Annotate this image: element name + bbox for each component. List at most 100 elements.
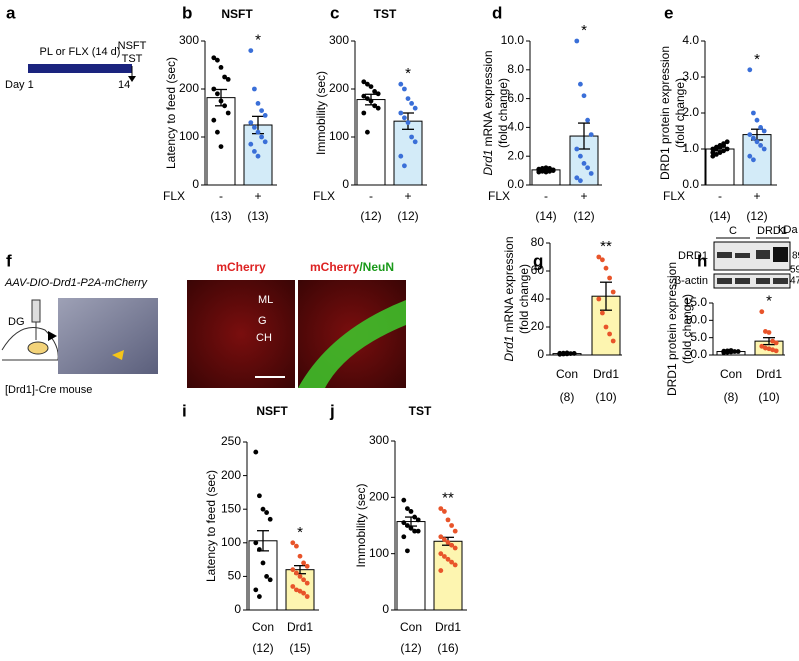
data-point (445, 517, 451, 523)
data-point (728, 348, 734, 353)
y-tick-label: 200 (329, 81, 349, 95)
data-point (260, 560, 266, 566)
chart-title: NSFT (221, 7, 253, 21)
data-point (581, 161, 587, 166)
data-point (578, 153, 583, 159)
panel-letter: e (664, 3, 673, 22)
data-point (294, 570, 299, 576)
data-point (402, 86, 407, 92)
data-point (259, 108, 264, 113)
y-axis-label: (fold change) (496, 78, 510, 148)
panel-letter: c (330, 3, 339, 22)
data-point (361, 79, 367, 85)
y-tick-label: 4.0 (682, 33, 699, 47)
y-tick-label: 3.0 (682, 69, 699, 83)
data-point (452, 545, 458, 551)
data-point (401, 520, 407, 526)
data-point (264, 574, 269, 579)
n-label: (15) (289, 641, 310, 655)
data-point (408, 509, 414, 514)
data-point (574, 146, 580, 152)
y-tick-label: 5.0 (690, 330, 707, 344)
data-point (215, 91, 220, 97)
data-point (766, 330, 772, 335)
data-point (763, 329, 768, 334)
data-point (596, 254, 602, 260)
data-point (747, 132, 753, 138)
panel-letter: a (6, 3, 16, 22)
data-point (568, 351, 573, 356)
data-point (401, 497, 407, 503)
x-tick-label: + (254, 189, 261, 203)
n-label: (12) (400, 641, 421, 655)
data-point (365, 81, 370, 87)
data-point (747, 67, 753, 73)
bar (356, 99, 386, 186)
data-point (405, 96, 411, 101)
significance: * (297, 524, 303, 541)
blot (713, 273, 791, 289)
region-label: DG (8, 316, 25, 328)
data-point (600, 310, 605, 316)
y-axis-label: DRD1 protein expression (665, 262, 679, 396)
data-point (452, 562, 458, 568)
bar (396, 521, 426, 611)
y-axis-label: Latency to feed (sec) (164, 57, 178, 169)
data-point (361, 93, 367, 99)
error-bar (578, 122, 590, 150)
data-point (259, 134, 264, 140)
data-point (714, 146, 719, 152)
y-tick-label: 20 (531, 319, 545, 333)
x-tick-label: Con (720, 367, 742, 381)
blot-bands (717, 247, 788, 284)
data-point (294, 543, 299, 549)
n-label: (8) (724, 390, 739, 404)
data-point (262, 139, 268, 145)
data-point (405, 120, 411, 125)
blot-marker: 47 (790, 276, 799, 287)
data-point (257, 493, 262, 499)
data-point (550, 168, 556, 174)
data-point (248, 120, 254, 125)
data-point (255, 101, 261, 106)
data-point (751, 157, 756, 163)
n-label: (10) (595, 390, 616, 404)
data-point (721, 143, 726, 148)
y-tick-label: 0 (192, 177, 199, 191)
x-tick-label: Con (400, 620, 422, 634)
data-point (574, 175, 580, 181)
data-point (222, 103, 228, 109)
bar (206, 97, 236, 186)
blot-group: C (729, 225, 737, 237)
blot-group: DRD1 (757, 225, 787, 237)
y-axis-label: Drd1 mRNA expression (481, 50, 495, 175)
data-point (415, 528, 421, 534)
y-axis-label: Latency to feed (sec) (204, 470, 218, 582)
data-point (561, 350, 566, 356)
mouse-sketch (1, 299, 70, 361)
data-point (445, 556, 451, 562)
data-point (375, 105, 381, 111)
y-tick-label: 1.0 (682, 141, 699, 155)
n-label: (12) (252, 641, 273, 655)
y-tick-label: 0 (342, 177, 349, 191)
x-tick-label: - (369, 189, 373, 203)
data-point (368, 98, 374, 104)
blot-row: β-actin (675, 275, 708, 287)
data-point (758, 143, 763, 148)
y-tick-label: 200 (221, 468, 241, 482)
x-tick-label: + (580, 189, 587, 203)
data-point (438, 506, 444, 511)
panel-letter: j (329, 401, 335, 420)
bar (248, 540, 278, 611)
data-point (724, 139, 730, 145)
data-point (540, 166, 545, 172)
x-tick-label: Con (252, 620, 274, 634)
y-tick-label: 6.0 (507, 91, 524, 105)
data-point (442, 509, 447, 514)
data-point (402, 163, 407, 169)
data-point (211, 55, 217, 61)
image-title-red: mCherry (310, 260, 360, 274)
data-point (211, 117, 217, 123)
y-axis-label-part: DRD1 protein expression (658, 46, 672, 180)
